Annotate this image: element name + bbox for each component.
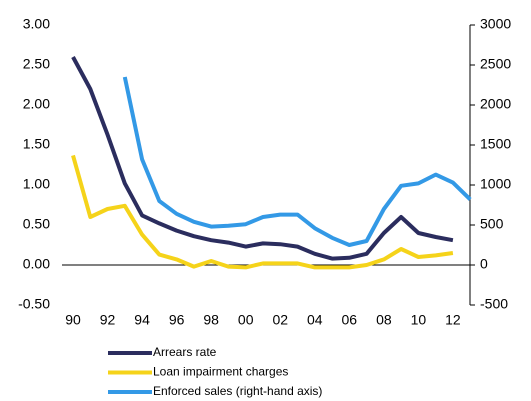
y2-tick-label: 1000 (480, 176, 511, 192)
y-tick-label: 3.00 (23, 16, 50, 32)
x-tick-label: 00 (238, 312, 254, 328)
x-tick-label: 10 (411, 312, 427, 328)
legend-label: Loan impairment charges (153, 365, 288, 379)
x-tick-label: 90 (65, 312, 81, 328)
y2-tick-label: 3000 (480, 16, 511, 32)
y-tick-label: 2.50 (23, 56, 50, 72)
y-tick-label: 0.00 (23, 256, 50, 272)
x-tick-label: 98 (203, 312, 219, 328)
y2-tick-label: 500 (480, 216, 504, 232)
y2-tick-label: -500 (480, 296, 508, 312)
y2-tick-label: 1500 (480, 136, 511, 152)
y2-tick-label: 2500 (480, 56, 511, 72)
x-tick-label: 08 (376, 312, 392, 328)
y-tick-label: 0.50 (23, 216, 50, 232)
x-tick-label: 12 (445, 312, 461, 328)
x-tick-label: 92 (100, 312, 116, 328)
y-tick-label: -0.50 (18, 296, 50, 312)
y-tick-label: 1.50 (23, 136, 50, 152)
series-line (71, 154, 454, 270)
y2-tick-label: 0 (480, 256, 488, 272)
legend-label: Enforced sales (right-hand axis) (153, 384, 322, 398)
series-line (122, 76, 472, 247)
series-line (71, 56, 454, 261)
legend-label: Arrears rate (153, 345, 217, 359)
x-tick-label: 94 (134, 312, 150, 328)
x-tick-label: 02 (272, 312, 288, 328)
x-tick-label: 06 (342, 312, 358, 328)
y2-tick-label: 2000 (480, 96, 511, 112)
y-tick-label: 1.00 (23, 176, 50, 192)
x-tick-label: 04 (307, 312, 323, 328)
x-tick-label: 96 (169, 312, 185, 328)
y-tick-label: 2.00 (23, 96, 50, 112)
